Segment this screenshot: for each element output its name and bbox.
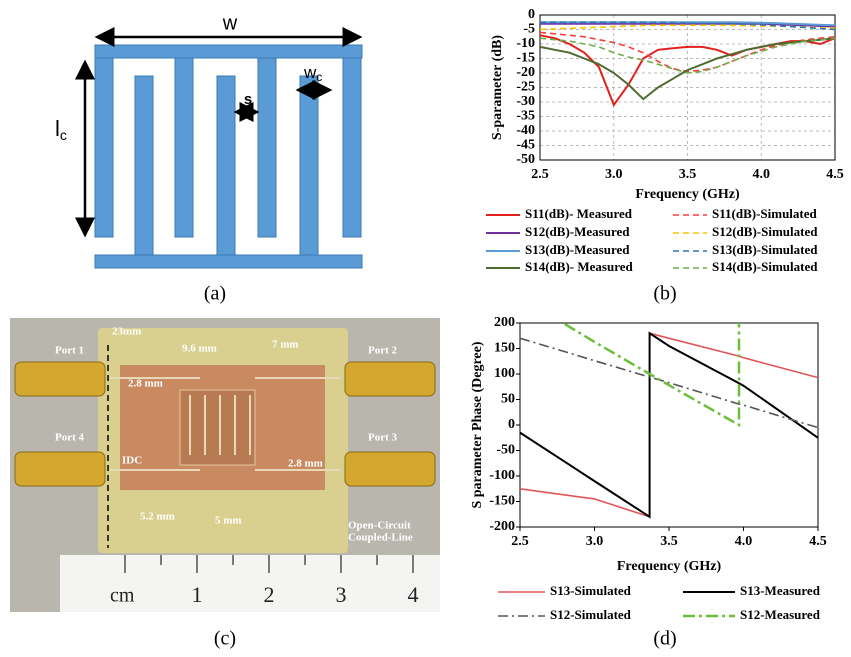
caption: (a) bbox=[204, 283, 226, 305]
ruler-label: 3 bbox=[336, 582, 347, 607]
y-tick-label: -150 bbox=[489, 494, 515, 509]
width-label: w bbox=[222, 12, 238, 34]
photo-label: 23mm bbox=[112, 326, 141, 338]
y-tick-label: -20 bbox=[516, 65, 535, 80]
ruler-label: 2 bbox=[264, 582, 275, 607]
y-tick-label: -30 bbox=[516, 94, 535, 109]
legend-label: S11(dB)-Simulated bbox=[712, 206, 818, 221]
y-tick-label: -50 bbox=[516, 152, 535, 167]
length-label: lc bbox=[55, 116, 67, 143]
x-tick-label: 3.5 bbox=[660, 534, 678, 549]
x-axis-label: Frequency (GHz) bbox=[635, 187, 740, 202]
photo-label: 9.6 mm bbox=[182, 343, 217, 355]
legend-label: S13-Measured bbox=[740, 583, 821, 598]
plot-frame bbox=[520, 323, 818, 527]
x-tick-label: 2.5 bbox=[531, 167, 549, 182]
x-tick-label: 2.5 bbox=[511, 534, 529, 549]
y-tick-label: 100 bbox=[494, 366, 515, 381]
legend-label: S14(dB)- Measured bbox=[525, 259, 634, 274]
photo-label: IDC bbox=[122, 455, 142, 467]
y-tick-label: -5 bbox=[523, 22, 535, 37]
x-tick-label: 4.5 bbox=[826, 167, 844, 182]
caption: (b) bbox=[653, 283, 676, 305]
photo-label: 7 mm bbox=[272, 339, 299, 351]
x-tick-label: 4.0 bbox=[735, 534, 753, 549]
y-tick-label: -40 bbox=[516, 123, 535, 138]
y-tick-label: -100 bbox=[489, 468, 515, 483]
photo-label: Open-Circuit bbox=[348, 520, 411, 532]
legend-label: S12-Simulated bbox=[550, 607, 632, 622]
caption: (c) bbox=[214, 628, 236, 650]
y-tick-label: -10 bbox=[516, 36, 535, 51]
legend-label: S12(dB)-Simulated bbox=[712, 224, 818, 239]
legend-label: S11(dB)- Measured bbox=[525, 206, 633, 221]
photo-label: 5 mm bbox=[215, 515, 242, 527]
photo-label: 2.8 mm bbox=[288, 458, 323, 470]
x-tick-label: 4.5 bbox=[809, 534, 827, 549]
y-tick-label: -200 bbox=[489, 519, 515, 534]
y-tick-label: -45 bbox=[516, 138, 535, 153]
y-axis-label: S-parameter (dB) bbox=[490, 35, 505, 140]
y-tick-label: 0 bbox=[508, 417, 515, 432]
photo-label: Port 2 bbox=[368, 345, 398, 357]
y-tick-label: -35 bbox=[516, 109, 535, 124]
legend-label: S12-Measured bbox=[740, 607, 821, 622]
finger-label: wc bbox=[303, 63, 322, 84]
caption: (d) bbox=[653, 628, 676, 650]
figure: w lc s wc (a) Port 1 Port 2 Port 3 Port … bbox=[0, 0, 851, 657]
series-line bbox=[520, 333, 818, 517]
x-tick-label: 3.5 bbox=[679, 167, 697, 182]
x-axis-label: Frequency (GHz) bbox=[617, 559, 722, 574]
legend-label: S13(dB)-Measured bbox=[525, 242, 630, 257]
x-tick-label: 3.0 bbox=[605, 167, 623, 182]
y-tick-label: 50 bbox=[501, 392, 515, 407]
y-tick-label: -25 bbox=[516, 80, 535, 95]
x-tick-label: 4.0 bbox=[753, 167, 771, 182]
finger-label-main: w bbox=[303, 63, 317, 82]
legend-label: S13-Simulated bbox=[550, 583, 632, 598]
photo-label: Port 1 bbox=[55, 345, 84, 357]
y-tick-label: 200 bbox=[494, 315, 515, 330]
finger-label-sub: c bbox=[316, 70, 322, 84]
gap-label: s bbox=[244, 91, 252, 108]
series-line bbox=[520, 338, 818, 427]
photo-label: Coupled-Line bbox=[348, 532, 413, 544]
legend-label: S13(dB)-Simulated bbox=[712, 242, 818, 257]
ruler-label: cm bbox=[110, 585, 135, 607]
y-axis-label: S parameter Phase (Degree) bbox=[470, 341, 485, 508]
y-tick-label: -50 bbox=[496, 443, 515, 458]
ruler-label: 4 bbox=[408, 582, 419, 607]
photo-label: 2.8 mm bbox=[128, 378, 163, 390]
legend-label: S12(dB)-Measured bbox=[525, 224, 630, 239]
y-tick-label: -15 bbox=[516, 51, 535, 66]
ruler-label: 1 bbox=[192, 582, 203, 607]
legend-label: S14(dB)-Simulated bbox=[712, 259, 818, 274]
photo-label: Port 4 bbox=[55, 432, 85, 444]
series-line bbox=[520, 333, 818, 517]
y-tick-label: 150 bbox=[494, 341, 515, 356]
photo-label: Port 3 bbox=[368, 432, 398, 444]
photo bbox=[10, 318, 440, 612]
length-label-sub: c bbox=[60, 127, 67, 143]
series-line bbox=[565, 323, 739, 425]
y-tick-label: 0 bbox=[528, 7, 535, 22]
x-tick-label: 3.0 bbox=[586, 534, 604, 549]
photo-label: 5.2 mm bbox=[140, 511, 175, 523]
